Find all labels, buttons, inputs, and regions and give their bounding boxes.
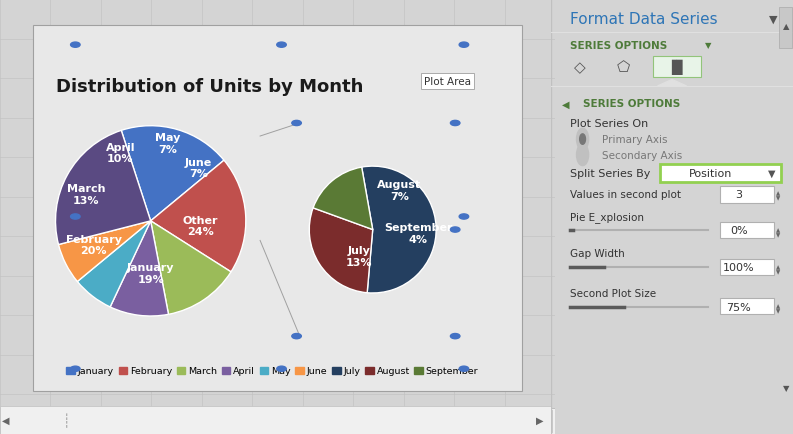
- Bar: [0, 408, 555, 434]
- Text: April
10%: April 10%: [105, 142, 135, 164]
- Wedge shape: [151, 221, 231, 315]
- Text: SERIES OPTIONS: SERIES OPTIONS: [570, 41, 668, 50]
- Text: June
7%: June 7%: [185, 158, 212, 179]
- Text: Primary Axis: Primary Axis: [602, 135, 668, 145]
- Title: Distribution of Units by Month: Distribution of Units by Month: [56, 78, 364, 95]
- Text: Position: Position: [689, 169, 733, 178]
- Bar: [780, 8, 792, 49]
- Text: ┊: ┊: [63, 415, 70, 427]
- Text: Format Data Series: Format Data Series: [570, 12, 718, 27]
- Wedge shape: [59, 221, 151, 282]
- Text: Values in second plot: Values in second plot: [570, 190, 681, 199]
- Circle shape: [577, 145, 588, 166]
- Text: Pie E_xplosion: Pie E_xplosion: [570, 211, 645, 223]
- Text: ▲
▼: ▲ ▼: [776, 265, 780, 274]
- Text: January
19%: January 19%: [127, 263, 174, 284]
- Text: Gap Width: Gap Width: [570, 249, 625, 259]
- Text: ◀: ◀: [2, 415, 10, 425]
- Wedge shape: [309, 208, 373, 293]
- Text: ▲
▼: ▲ ▼: [776, 191, 780, 201]
- Circle shape: [577, 129, 588, 151]
- Circle shape: [580, 135, 585, 145]
- Text: ▶: ▶: [529, 416, 537, 426]
- Bar: [720, 298, 774, 315]
- Text: February
20%: February 20%: [66, 234, 121, 256]
- Bar: [653, 57, 701, 78]
- Text: Second Plot Size: Second Plot Size: [570, 288, 657, 298]
- Wedge shape: [313, 168, 373, 230]
- Text: ◇: ◇: [574, 60, 586, 75]
- Legend: January, February, March, April, May, June, July, August, September: January, February, March, April, May, Ju…: [63, 363, 482, 379]
- Wedge shape: [110, 221, 168, 316]
- Text: 100%: 100%: [722, 263, 754, 273]
- Text: March
13%: March 13%: [67, 184, 105, 206]
- Wedge shape: [151, 161, 246, 272]
- Text: Other
24%: Other 24%: [182, 215, 218, 237]
- Text: July
13%: July 13%: [346, 246, 372, 267]
- Text: ▲
▼: ▲ ▼: [776, 304, 780, 313]
- Text: Split Series By: Split Series By: [570, 169, 651, 178]
- Bar: [660, 165, 781, 182]
- Text: ▼: ▼: [705, 41, 711, 50]
- Bar: [720, 187, 774, 203]
- Text: Secondary Axis: Secondary Axis: [602, 151, 682, 160]
- Text: August
7%: August 7%: [377, 180, 421, 201]
- Text: ▲
▼: ▲ ▼: [776, 228, 780, 237]
- Text: ▲: ▲: [783, 22, 789, 31]
- Text: ▼: ▼: [769, 15, 778, 24]
- Text: Plot Series On: Plot Series On: [570, 119, 649, 128]
- Bar: [33, 26, 522, 391]
- Text: 75%: 75%: [726, 302, 751, 312]
- Text: ◀: ◀: [18, 416, 26, 426]
- Text: 0%: 0%: [730, 226, 747, 236]
- Wedge shape: [78, 221, 151, 307]
- Text: ▼: ▼: [783, 383, 789, 392]
- Text: September
4%: September 4%: [384, 222, 453, 244]
- Text: ▼: ▼: [768, 169, 775, 178]
- Text: ┊: ┊: [63, 413, 70, 427]
- Text: Plot Area: Plot Area: [424, 77, 471, 87]
- Text: ◀: ◀: [562, 99, 569, 109]
- Text: ▐▌: ▐▌: [665, 59, 688, 75]
- Wedge shape: [121, 126, 224, 221]
- Text: May
7%: May 7%: [155, 133, 181, 154]
- Text: ▶: ▶: [536, 415, 544, 425]
- Wedge shape: [362, 167, 436, 293]
- Bar: [720, 222, 774, 239]
- Polygon shape: [657, 80, 687, 87]
- Text: ⬠: ⬠: [617, 60, 630, 75]
- Wedge shape: [56, 131, 151, 245]
- Bar: [720, 259, 774, 276]
- Text: 3: 3: [735, 190, 742, 199]
- Text: SERIES OPTIONS: SERIES OPTIONS: [583, 99, 680, 109]
- Bar: [524, 410, 552, 432]
